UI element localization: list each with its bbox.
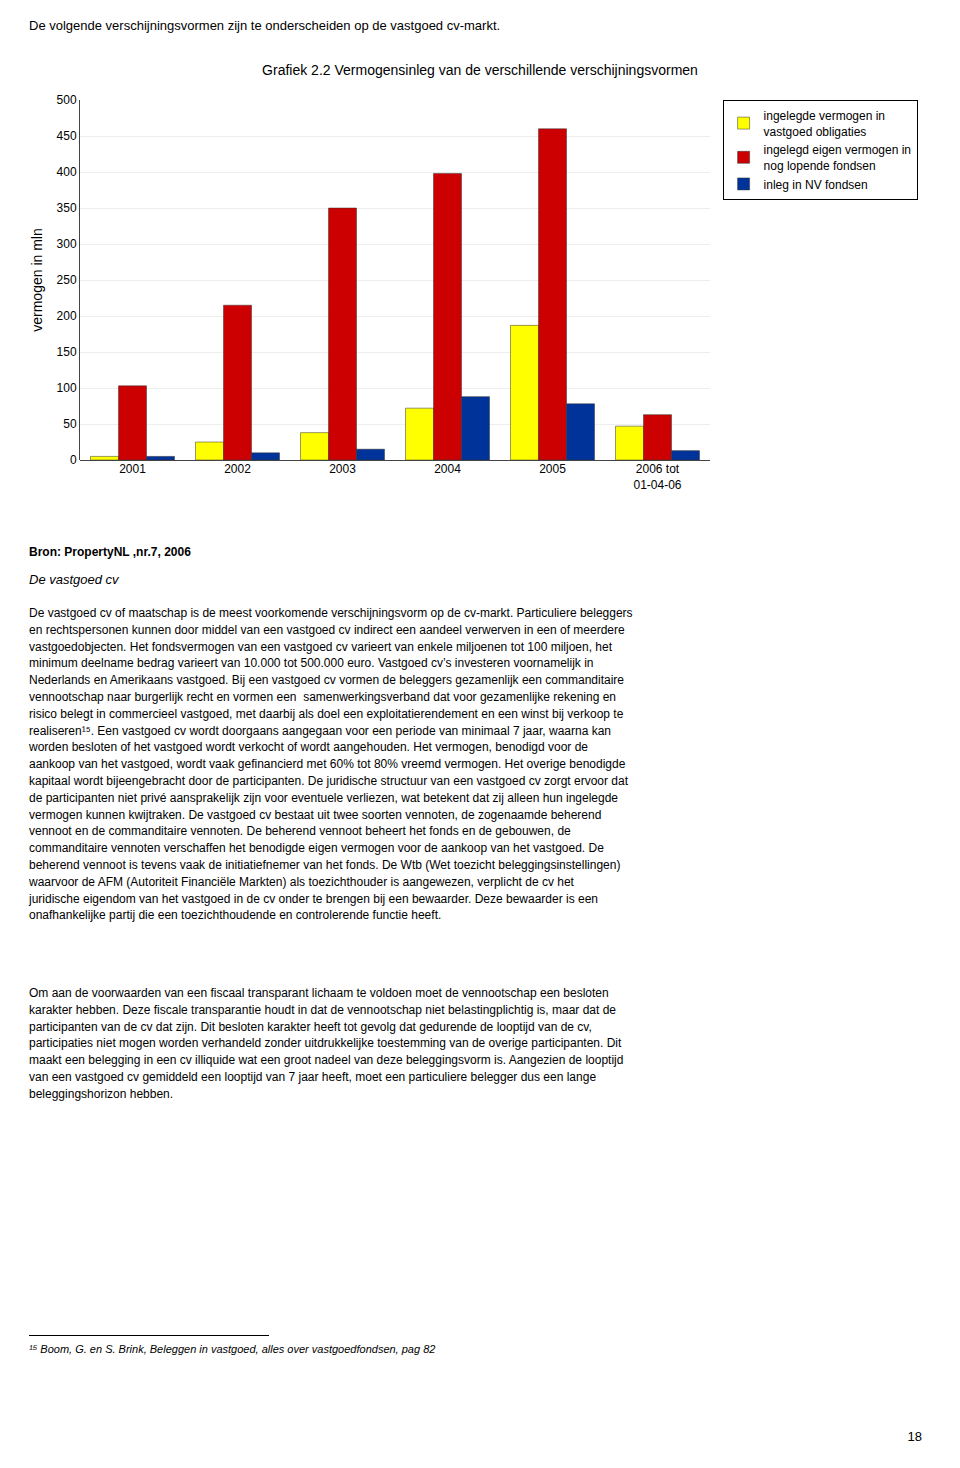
html-text:Bron: PropertyNL ,nr.7, 2006: Bron: PropertyNL ,nr.7, 2006: [29, 545, 191, 559]
svg-text:ingelegd eigen vermogen innog: ingelegd eigen vermogen innog lopende fo…: [764, 143, 911, 173]
svg-text:0: 0: [70, 453, 77, 467]
html-text:De volgende verschijningsvorme: De volgende verschijningsvormen zijn te …: [29, 18, 501, 33]
svg-text:100: 100: [57, 381, 77, 395]
html-text:18: 18: [907, 1429, 922, 1444]
html-text:¹⁵ Boom, G. en S. Brink, Beleg: ¹⁵ Boom, G. en S. Brink, Beleggen in vas…: [29, 1343, 436, 1355]
svg-text:2004: 2004: [434, 462, 461, 476]
svg-text:vermogen in mln: vermogen in mln: [29, 228, 45, 332]
svg-text:inleg in NV fondsen: inleg in NV fondsen: [764, 178, 868, 192]
svg-text:2002: 2002: [224, 462, 251, 476]
svg-text:300: 300: [57, 237, 77, 251]
svg-text:500: 500: [57, 93, 77, 107]
svg-text:2006 tot01-04-06: 2006 tot01-04-06: [633, 462, 681, 492]
svg-text:250: 250: [57, 273, 77, 287]
svg-text:ingelegde vermogen invastgoed: ingelegde vermogen invastgoed obligaties: [764, 109, 885, 139]
svg-text:400: 400: [57, 165, 77, 179]
svg-text:350: 350: [57, 201, 77, 215]
svg-text:2003: 2003: [329, 462, 356, 476]
svg-text:150: 150: [57, 345, 77, 359]
html-text:De vastgoed cv of maatschap is: De vastgoed cv of maatschap is de meest …: [29, 606, 633, 923]
svg-text:2005: 2005: [539, 462, 566, 476]
svg-text:200: 200: [57, 309, 77, 323]
svg-text:50: 50: [63, 417, 77, 431]
html-text:Om aan de voorwaarden van een: Om aan de voorwaarden van een fiscaal tr…: [29, 986, 624, 1101]
html-text:De vastgoed cv: De vastgoed cv: [29, 572, 119, 587]
svg-text:450: 450: [57, 129, 77, 143]
svg-text:Grafiek 2.2 Vermogensinleg van: Grafiek 2.2 Vermogensinleg van de versch…: [262, 62, 698, 78]
svg-text:2001: 2001: [119, 462, 146, 476]
